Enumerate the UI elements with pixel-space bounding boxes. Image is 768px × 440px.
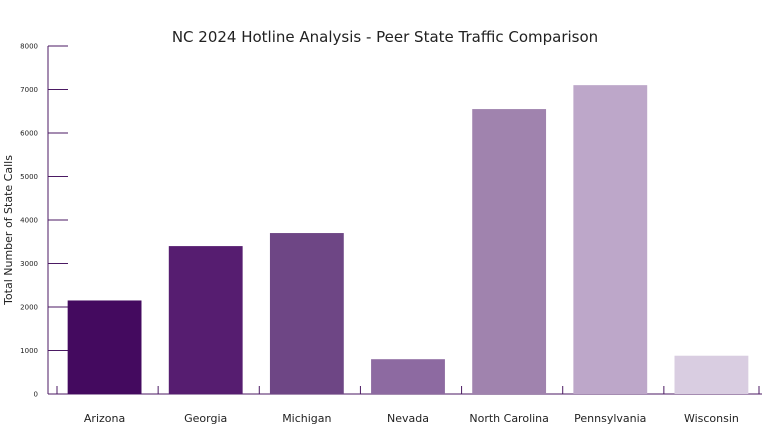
bar-arizona <box>67 300 142 394</box>
y-tick-label: 2000 <box>20 304 38 312</box>
bar-michigan <box>269 233 344 394</box>
y-tick-label: 4000 <box>20 217 38 225</box>
x-tick-label: Michigan <box>282 412 331 425</box>
y-tick-label: 7000 <box>20 86 38 94</box>
x-tick-label: Pennsylvania <box>574 412 646 425</box>
y-tick-label: 0 <box>34 391 38 399</box>
y-tick-label: 5000 <box>20 173 38 181</box>
x-tick-label: North Carolina <box>469 412 549 425</box>
y-ticks: 0 1000 2000 3000 4000 5000 6000 7000 8000 <box>20 43 68 399</box>
x-tick-label: Georgia <box>184 412 227 425</box>
bar-north-carolina <box>472 109 547 394</box>
bar-georgia <box>168 246 243 394</box>
y-axis-label: Total Number of State Calls <box>2 155 15 306</box>
chart-title: NC 2024 Hotline Analysis - Peer State Tr… <box>172 28 598 46</box>
y-tick-label: 1000 <box>20 347 38 355</box>
y-tick-label: 6000 <box>20 130 38 138</box>
bar-nevada <box>371 359 445 394</box>
x-tick-label: Nevada <box>387 412 429 425</box>
bar-wisconsin <box>674 355 749 394</box>
y-tick-label: 3000 <box>20 260 38 268</box>
x-ticks: Arizona Georgia Michigan Nevada North Caroli… <box>56 386 760 425</box>
x-tick-label: Wisconsin <box>684 412 739 425</box>
y-tick-label: 8000 <box>20 43 38 51</box>
bars <box>67 85 749 395</box>
x-tick-label: Arizona <box>84 412 125 425</box>
bar-pennsylvania <box>573 85 648 395</box>
